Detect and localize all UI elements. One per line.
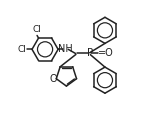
Text: P: P: [87, 48, 93, 58]
Text: O: O: [49, 74, 57, 84]
Text: NH: NH: [58, 44, 73, 54]
Text: =O: =O: [98, 48, 114, 58]
Text: Cl: Cl: [32, 25, 41, 34]
Text: Cl: Cl: [17, 45, 26, 54]
